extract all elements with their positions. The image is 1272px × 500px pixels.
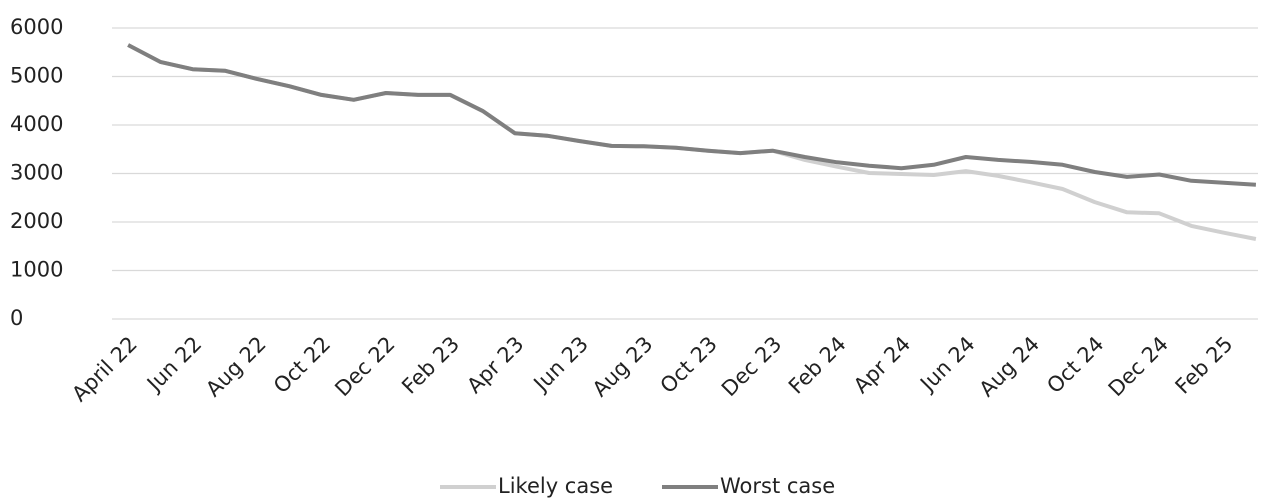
x-tick-label: Apr 24: [849, 332, 915, 398]
series-line: [127, 43, 1257, 241]
legend-label: Likely case: [498, 474, 613, 498]
x-tick-label: Dec 22: [330, 332, 399, 401]
x-tick-label: Dec 24: [1104, 332, 1173, 401]
y-tick-label: 6000: [10, 15, 63, 39]
x-tick-label: Apr 23: [462, 332, 528, 398]
x-tick-label: Jun 24: [914, 332, 979, 397]
x-tick-label: Feb 24: [784, 332, 851, 399]
x-tick-label: Dec 23: [717, 332, 786, 401]
x-tick-label: Oct 23: [656, 332, 722, 398]
x-tick-label: Feb 25: [1171, 332, 1238, 399]
legend-label: Worst case: [720, 474, 835, 498]
y-tick-label: 5000: [10, 64, 63, 88]
x-tick-label: April 22: [67, 332, 142, 407]
x-tick-label: Feb 23: [397, 332, 464, 399]
x-tick-label: Jun 22: [141, 332, 206, 397]
x-tick-label: Jun 23: [528, 332, 593, 397]
y-tick-label: 2000: [10, 209, 63, 233]
series-line: [127, 43, 1257, 187]
x-tick-label: Aug 24: [975, 332, 1045, 402]
y-tick-label: 1000: [10, 258, 63, 282]
y-tick-label: 3000: [10, 161, 63, 185]
x-tick-label: Aug 22: [201, 332, 271, 402]
x-tick-label: Oct 22: [269, 332, 335, 398]
y-tick-label: 4000: [10, 112, 63, 136]
x-tick-label: Aug 23: [588, 332, 658, 402]
x-tick-label: Oct 24: [1042, 332, 1108, 398]
y-tick-label: 0: [10, 306, 23, 330]
